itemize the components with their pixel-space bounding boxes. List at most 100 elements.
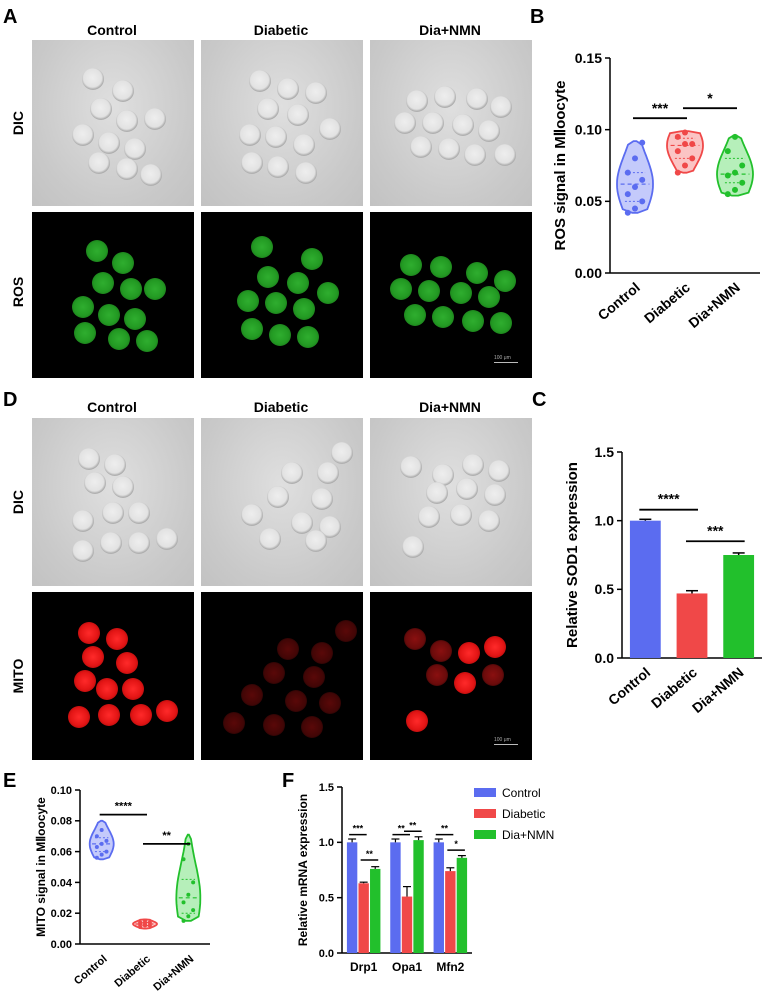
data-point <box>181 900 186 905</box>
micrograph-dic-dianmn-d <box>370 418 532 586</box>
panel-label-d: D <box>3 389 18 411</box>
significance-label: **** <box>658 491 680 507</box>
y-tick-label: 0.15 <box>575 50 602 66</box>
bar <box>456 857 468 953</box>
y-axis-label: Relative mRNA expression <box>296 794 310 946</box>
y-tick-label: 0.10 <box>575 122 602 138</box>
y-axis-label: Relative SOD1 expression <box>564 462 581 648</box>
row-label-dic-a: DIC <box>10 110 26 136</box>
y-axis-label: MITO signal in MⅡoocyte <box>34 797 48 937</box>
data-point <box>632 205 638 212</box>
data-point <box>639 176 646 183</box>
significance-label: *** <box>652 100 669 116</box>
violin-body <box>175 833 202 922</box>
data-point <box>186 892 191 897</box>
significance-label: ** <box>162 830 171 842</box>
data-point <box>99 841 104 846</box>
data-point <box>99 828 104 833</box>
legend-label: Dia+NMN <box>502 828 554 842</box>
data-point <box>181 918 186 923</box>
data-point <box>138 920 143 925</box>
data-point <box>674 133 681 140</box>
y-tick-label: 0.0 <box>595 650 615 666</box>
panel-label-e: E <box>3 770 17 792</box>
micrograph-mito-diabetic <box>201 592 363 760</box>
scale-bar <box>494 744 518 745</box>
x-tick-label: Dia+NMN <box>685 279 743 331</box>
col-title-dianmn-a: Dia+NMN <box>419 22 481 38</box>
data-point <box>632 184 638 190</box>
data-point <box>94 834 99 839</box>
data-point <box>639 198 646 205</box>
micrograph-dic-control-d <box>32 418 194 586</box>
data-point <box>674 169 681 176</box>
bar <box>370 868 381 953</box>
data-point <box>724 148 731 155</box>
data-point <box>99 852 104 857</box>
data-point <box>739 162 746 169</box>
data-point <box>147 920 152 925</box>
y-tick-label: 0.5 <box>595 581 615 597</box>
micrograph-mito-control <box>32 592 194 760</box>
micrograph-dic-control-a <box>32 40 194 206</box>
y-tick-label: 0.02 <box>51 908 72 920</box>
significance-label: * <box>707 90 713 106</box>
scale-bar <box>494 362 518 363</box>
bar <box>629 520 661 658</box>
legend-label: Diabetic <box>502 807 545 821</box>
y-tick-label: 0.08 <box>51 816 72 828</box>
significance-label: ** <box>366 849 374 859</box>
micrograph-mito-dianmn: 100 μm <box>370 592 532 760</box>
y-tick-label: 1.5 <box>595 444 615 460</box>
bar <box>346 842 358 953</box>
legend-swatch <box>474 809 496 818</box>
data-point <box>94 855 99 860</box>
y-tick-label: 1.5 <box>319 782 334 794</box>
data-point <box>689 141 696 147</box>
significance-label: * <box>454 839 458 849</box>
data-point <box>732 133 738 140</box>
violin-body <box>88 819 115 861</box>
col-title-dianmn-d: Dia+NMN <box>419 399 481 415</box>
y-tick-label: 0.00 <box>575 265 602 281</box>
bar <box>445 871 456 953</box>
row-label-ros: ROS <box>10 276 26 308</box>
panel-label-c: C <box>532 389 547 411</box>
data-point <box>143 918 147 923</box>
data-point <box>732 169 738 176</box>
data-point <box>682 141 688 147</box>
x-tick-label: Control <box>595 279 643 323</box>
violin-body <box>716 134 754 197</box>
data-point <box>104 838 109 843</box>
data-point <box>143 921 147 926</box>
data-point <box>732 186 738 193</box>
x-tick-label: Mfn2 <box>436 960 464 974</box>
data-point <box>624 209 631 216</box>
x-tick-label: Control <box>72 953 110 987</box>
x-tick-label: Drp1 <box>350 960 378 974</box>
legend-swatch <box>474 830 496 839</box>
x-tick-label: Dia+NMN <box>689 664 747 716</box>
data-point <box>632 155 638 162</box>
micrograph-dic-diabetic-a <box>201 40 363 206</box>
y-tick-label: 0.0 <box>319 948 334 960</box>
bar <box>358 883 369 953</box>
panel-label-a: A <box>3 6 18 28</box>
col-title-control-a: Control <box>87 22 137 38</box>
y-tick-label: 0.00 <box>51 939 72 951</box>
y-tick-label: 0.06 <box>51 846 72 858</box>
data-point <box>624 169 631 176</box>
bar <box>433 842 444 953</box>
data-point <box>739 179 746 186</box>
y-tick-label: 0.04 <box>51 877 73 889</box>
y-tick-label: 0.10 <box>51 785 72 797</box>
row-label-dic-d: DIC <box>10 489 26 515</box>
bar <box>401 896 413 953</box>
col-title-control-d: Control <box>87 399 137 415</box>
violin-body <box>666 130 704 174</box>
panel-label-f: F <box>282 770 295 792</box>
micrograph-ros-diabetic <box>201 212 363 378</box>
data-point <box>689 155 696 162</box>
